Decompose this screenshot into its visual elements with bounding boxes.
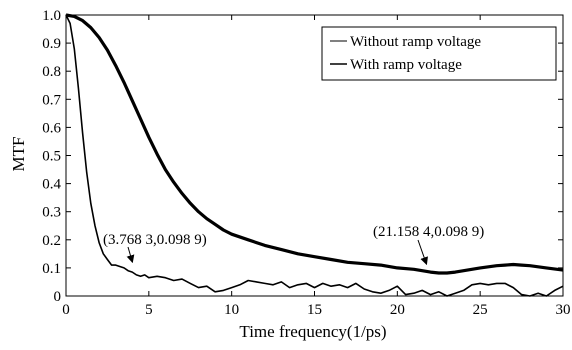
series-layer [65,13,564,297]
y-tick-label: 0.5 [42,149,61,165]
legend-label-with-ramp: With ramp voltage [350,57,462,73]
y-tick-label: 0.2 [42,233,61,249]
legend: Without ramp voltage With ramp voltage [321,26,557,81]
y-tick-label: 0.9 [42,36,61,52]
annotation-1-label: (3.768 3,0.098 9) [103,232,207,248]
y-tick-label: 0.1 [42,261,61,277]
annotation-2-arrow [417,239,428,266]
x-tick-label: 10 [224,302,239,318]
x-tick-label: 20 [390,302,405,318]
y-tick-label: 0.7 [42,92,61,108]
series-line-without-ramp [65,14,564,297]
y-axis-title: MTF [9,137,28,172]
series-line-with-ramp [65,13,564,275]
x-axis-title: Time frequency(1/ps) [239,322,386,341]
y-tick-label: 0.4 [42,177,61,193]
x-tick-label: 25 [473,302,488,318]
y-tick-label: 0.8 [42,64,61,80]
y-tick-label: 0.3 [42,205,61,221]
x-tick-label: 30 [556,302,571,318]
x-tick-label: 5 [145,302,153,318]
y-tick-label: 0 [54,289,62,305]
x-tick-label: 0 [62,302,70,318]
y-tick-label: 0.6 [42,120,61,136]
x-tick-label: 15 [307,302,322,318]
annotation-layer: (3.768 3,0.098 9) (21.158 4,0.098 9) [103,224,484,266]
legend-box [321,26,557,81]
tick-layer: 0 5 10 15 20 25 30 0 0.1 0.2 0.3 0.4 0.5 0.6 0.7 0.8 0.9… [42,8,570,318]
legend-label-without-ramp: Without ramp voltage [350,34,481,50]
annotation-2-label: (21.158 4,0.098 9) [373,224,484,240]
annotation-1-arrow [126,246,135,264]
y-tick-label: 1.0 [42,8,61,24]
